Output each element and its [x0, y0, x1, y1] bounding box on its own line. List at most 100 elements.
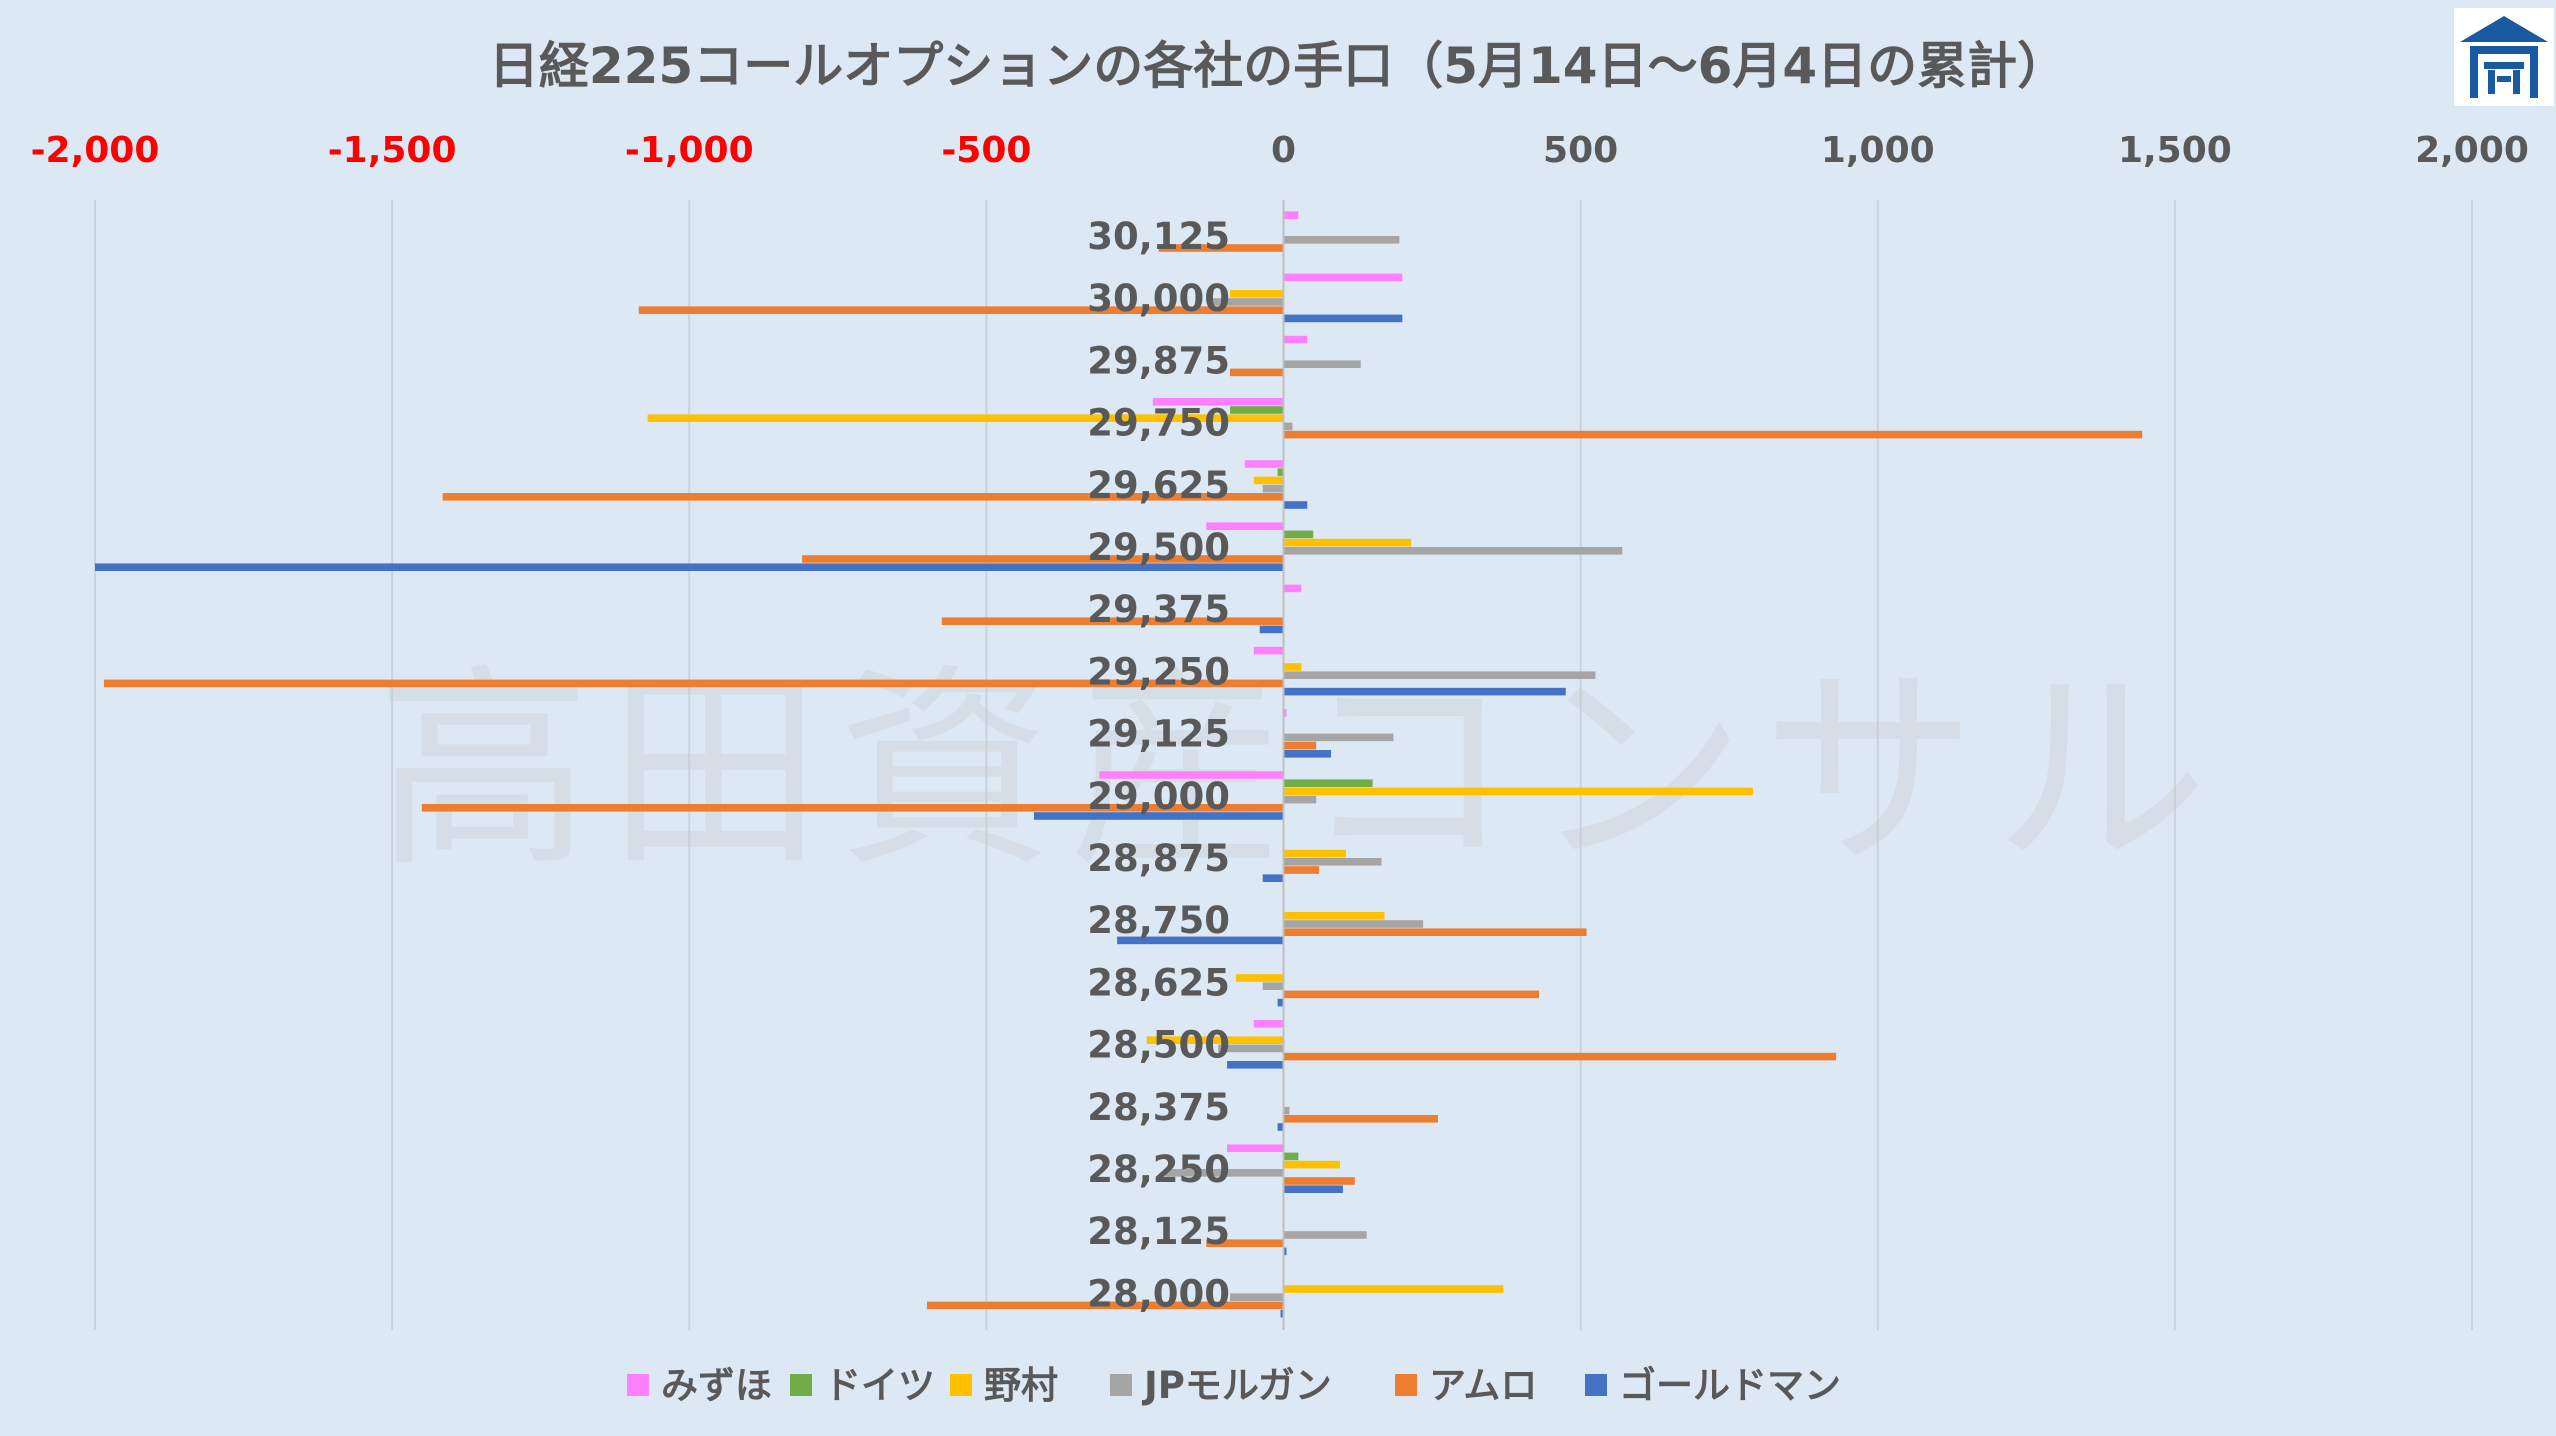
bar: [1230, 1293, 1284, 1301]
category-label: 30,125: [1087, 215, 1230, 258]
legend-label: ゴールドマン: [1619, 1364, 1841, 1407]
bar: [1218, 1044, 1284, 1053]
bar: [1262, 484, 1284, 493]
x-axis-ticks-layer: -2,000 -1,500 -1,000 -500 0 500 1,000 1,500 2,00…: [31, 130, 2529, 171]
legend-item: ドイツ: [790, 1364, 935, 1407]
bar: [926, 1301, 1284, 1310]
category-label: 29,500: [1087, 526, 1230, 569]
category-label: 28,875: [1087, 837, 1230, 880]
bar: [421, 804, 1284, 812]
bar: [1117, 936, 1284, 945]
bar: [1235, 974, 1284, 982]
category-label: 30,000: [1087, 277, 1230, 320]
bar: [1227, 1061, 1284, 1069]
bar: [1283, 1106, 1290, 1115]
bar: [1033, 812, 1284, 820]
category-label: 28,500: [1087, 1024, 1230, 1067]
x-tick-label: 2,000: [2415, 130, 2529, 171]
bar: [1283, 912, 1385, 920]
category-label: 29,000: [1087, 775, 1230, 818]
legend-label: 野村: [984, 1364, 1058, 1407]
legend-label: JPモルガン: [1141, 1364, 1332, 1407]
bar: [1283, 671, 1596, 679]
bar: [1206, 1239, 1284, 1247]
legend-item: JPモルガン: [1110, 1364, 1332, 1407]
bar: [1283, 858, 1382, 866]
bar: [1283, 547, 1623, 555]
bar: [442, 493, 1284, 501]
bar: [1283, 360, 1361, 368]
bar: [1206, 522, 1284, 530]
x-tick-label: 1,000: [1821, 130, 1935, 171]
bar: [1230, 368, 1284, 377]
category-label: 29,875: [1087, 339, 1230, 382]
x-tick-label: 500: [1543, 130, 1618, 171]
bar: [1283, 750, 1332, 758]
bar: [1283, 795, 1317, 804]
category-label: 29,625: [1087, 464, 1230, 507]
bar: [1283, 211, 1299, 219]
legend-label: ドイツ: [824, 1364, 935, 1407]
bar: [1283, 335, 1308, 344]
bar: [1283, 1177, 1355, 1185]
bar: [1277, 998, 1284, 1007]
bar: [1283, 687, 1566, 696]
bar: [1158, 244, 1284, 252]
legend-label: アムロ: [1429, 1364, 1537, 1407]
bar: [1283, 584, 1302, 593]
bar: [1283, 530, 1314, 539]
bar: [1227, 1144, 1284, 1152]
category-label: 29,375: [1087, 588, 1230, 631]
category-label: 28,000: [1087, 1272, 1230, 1315]
bar: [1283, 1247, 1287, 1256]
bar: [1283, 314, 1403, 323]
x-tick-label: -1,000: [625, 130, 754, 171]
bar: [1283, 1052, 1837, 1061]
legend-item: みずほ: [627, 1364, 772, 1407]
grid-layer: [94, 200, 2473, 1330]
bar: [1283, 430, 2143, 439]
bar: [1230, 290, 1284, 298]
legend-swatch: [790, 1374, 812, 1396]
bar: [1283, 1185, 1343, 1193]
legend-swatch: [1395, 1374, 1417, 1396]
bar: [1283, 741, 1317, 750]
bar: [1152, 398, 1284, 406]
bar: [1212, 298, 1284, 306]
house-logo-icon: [2454, 8, 2554, 106]
bar: [1146, 1036, 1284, 1044]
bar: [638, 306, 1284, 314]
category-label: 29,250: [1087, 650, 1230, 693]
legend-item: アムロ: [1395, 1364, 1537, 1407]
bar: [647, 414, 1284, 422]
chart-title: 日経225コールオプションの各社の手口（5月14日～6月4日の累計）: [488, 37, 2068, 95]
legend-swatch: [950, 1374, 972, 1396]
x-tick-label: -1,500: [328, 130, 457, 171]
bar: [1283, 920, 1424, 928]
bar: [1262, 874, 1284, 882]
legend: みずほ ドイツ 野村 JPモルガン アムロ ゴールドマン: [627, 1364, 1841, 1407]
x-tick-label: -500: [941, 130, 1031, 171]
bar: [1283, 1160, 1340, 1169]
legend-item: ゴールドマン: [1585, 1364, 1841, 1407]
bars-layer: [95, 200, 2143, 1330]
bar: [1283, 273, 1403, 282]
bar: [1253, 476, 1284, 485]
category-label: 28,625: [1087, 961, 1230, 1004]
bar: [1253, 646, 1284, 655]
bar: [1283, 1152, 1299, 1161]
legend-item: 野村: [950, 1364, 1058, 1407]
bar: [1283, 1285, 1504, 1293]
x-tick-label: -2,000: [31, 130, 160, 171]
category-label: 28,125: [1087, 1210, 1230, 1253]
category-label: 28,250: [1087, 1148, 1230, 1191]
bar: [941, 617, 1284, 625]
bar: [1283, 501, 1308, 509]
bar: [1283, 779, 1373, 787]
bar: [1283, 928, 1587, 936]
legend-label: みずほ: [661, 1364, 772, 1407]
bar: [1283, 422, 1293, 431]
bar: [1283, 709, 1287, 717]
